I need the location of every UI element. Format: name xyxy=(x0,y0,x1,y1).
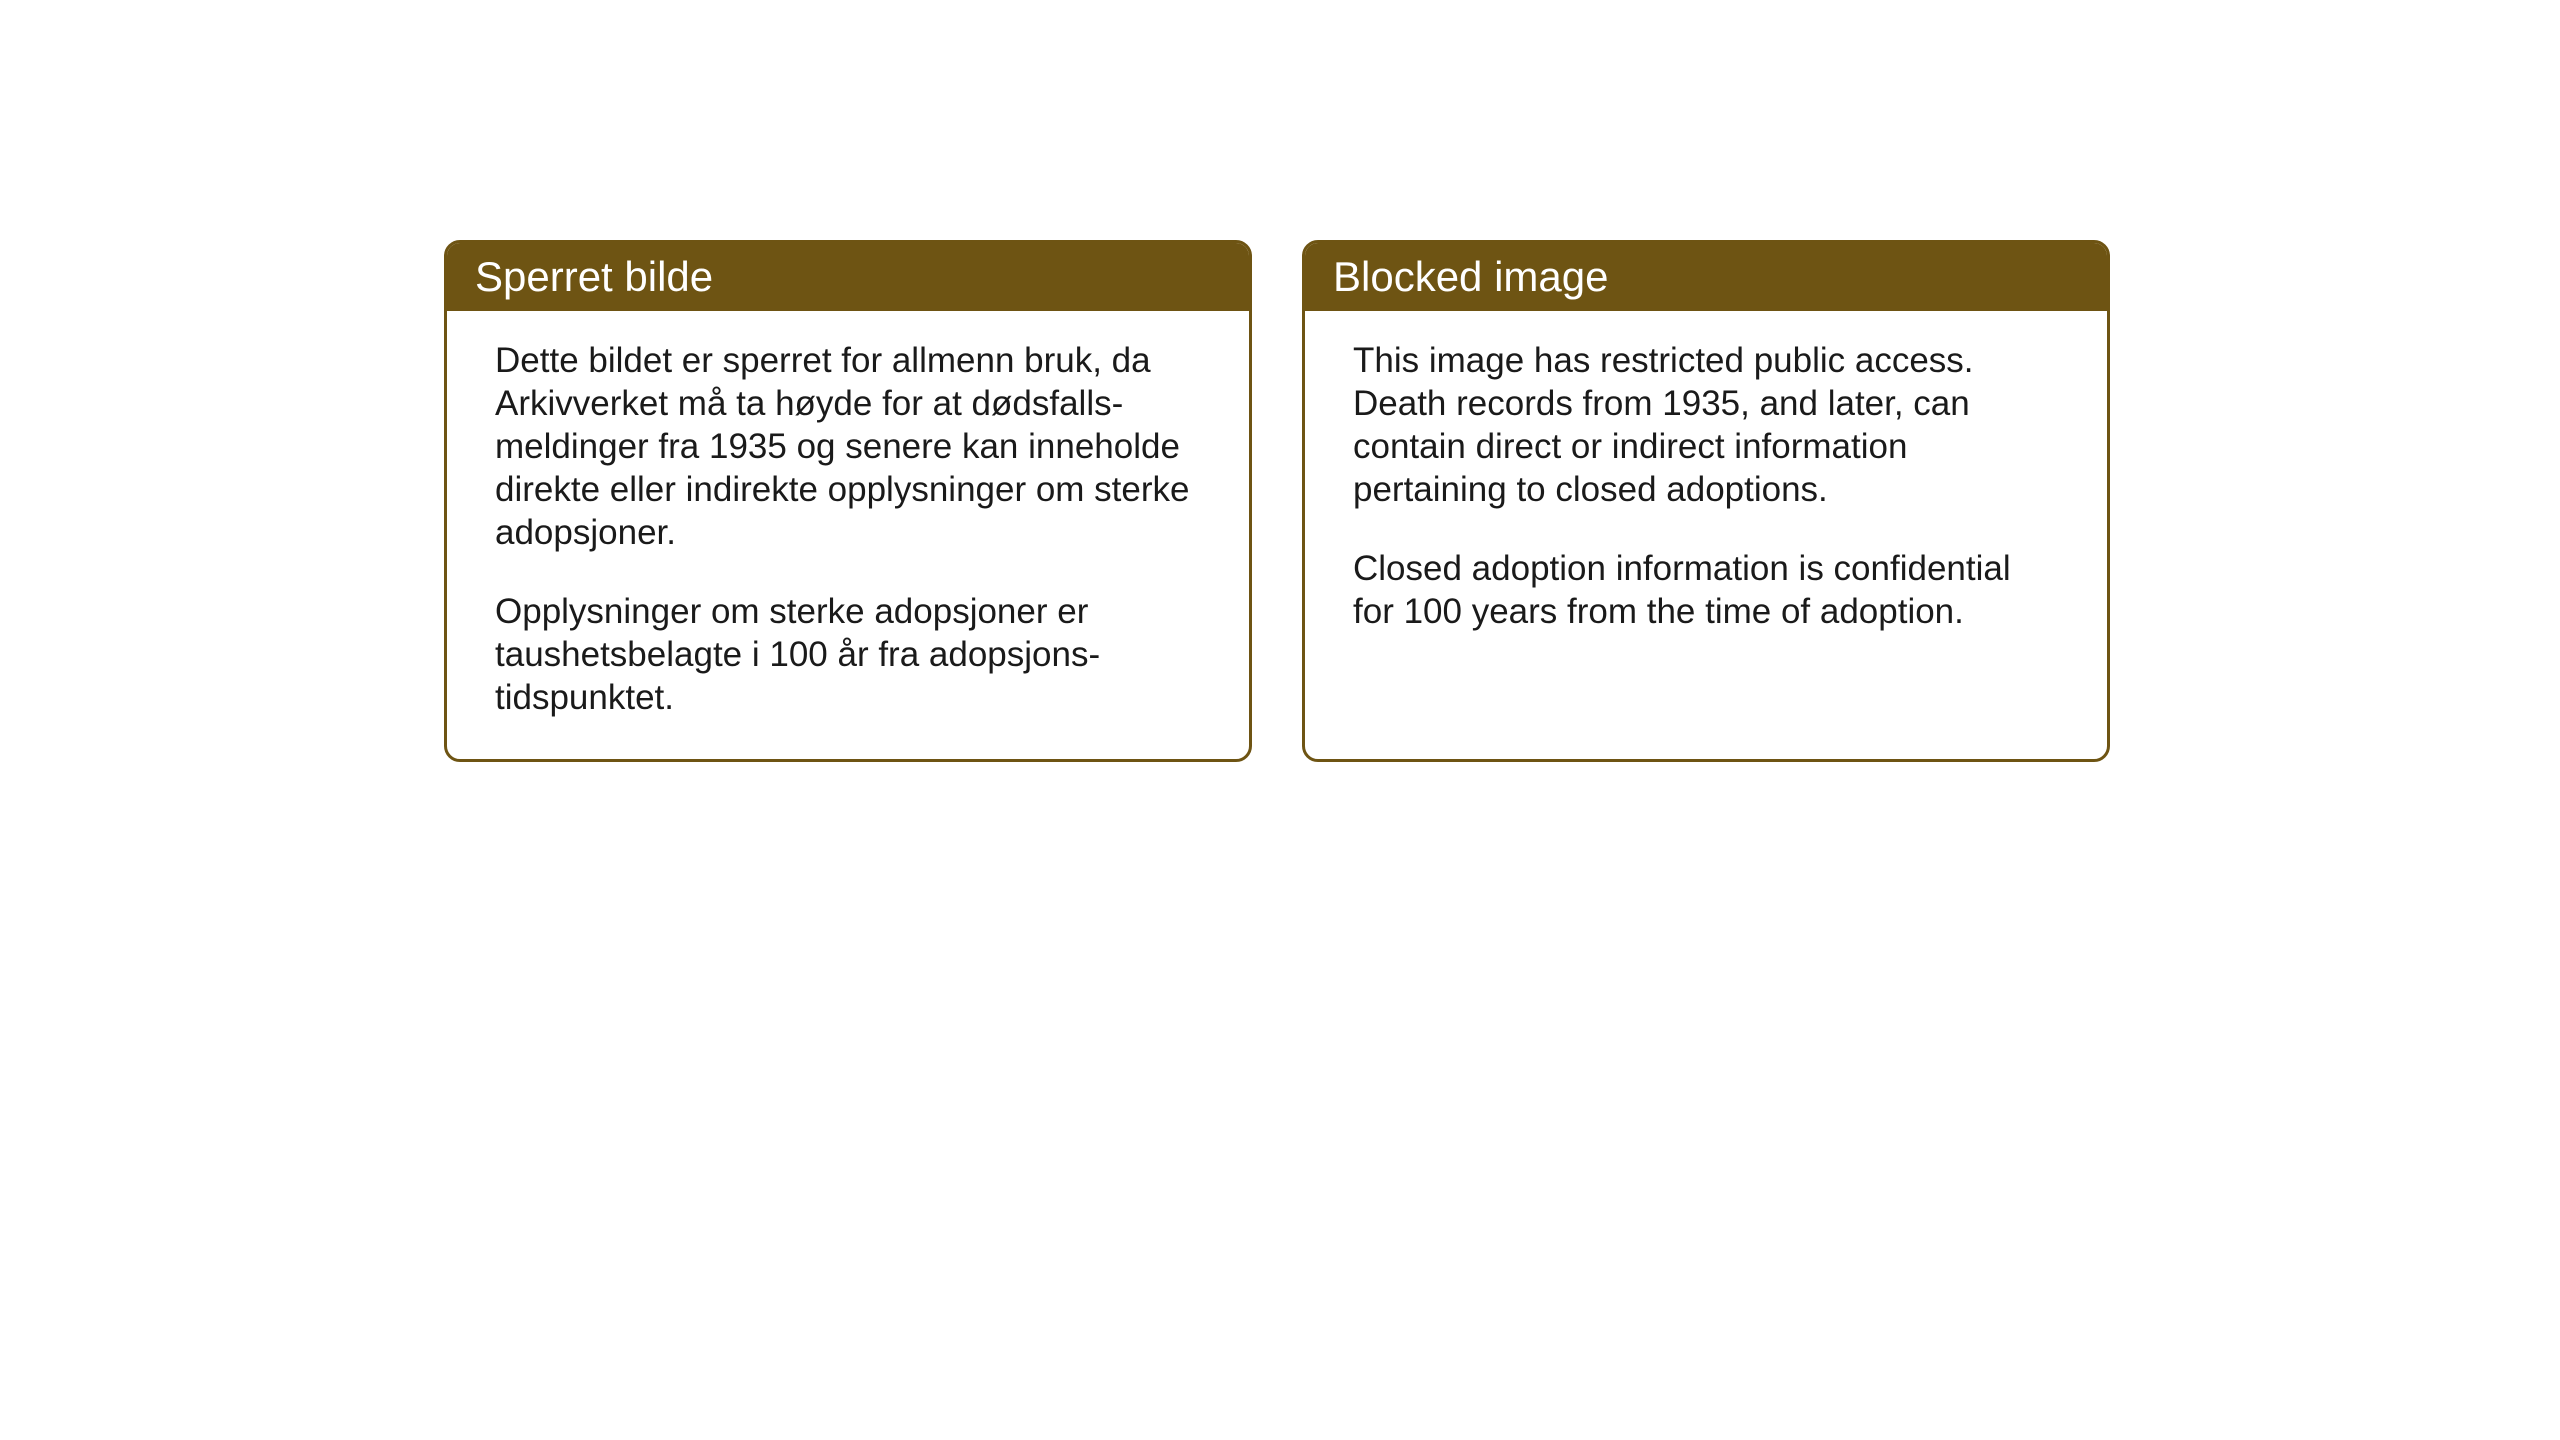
card-body-norwegian: Dette bildet er sperret for allmenn bruk… xyxy=(447,311,1249,759)
card-english: Blocked image This image has restricted … xyxy=(1302,240,2110,762)
card-body-english: This image has restricted public access.… xyxy=(1305,311,2107,673)
card-header-norwegian: Sperret bilde xyxy=(447,243,1249,311)
card-paragraph-1-english: This image has restricted public access.… xyxy=(1353,339,2059,511)
card-paragraph-1-norwegian: Dette bildet er sperret for allmenn bruk… xyxy=(495,339,1201,554)
card-header-english: Blocked image xyxy=(1305,243,2107,311)
card-title-english: Blocked image xyxy=(1333,253,1608,300)
cards-container: Sperret bilde Dette bildet er sperret fo… xyxy=(444,240,2110,762)
card-paragraph-2-norwegian: Opplysninger om sterke adopsjoner er tau… xyxy=(495,590,1201,719)
card-paragraph-2-english: Closed adoption information is confident… xyxy=(1353,547,2059,633)
card-norwegian: Sperret bilde Dette bildet er sperret fo… xyxy=(444,240,1252,762)
card-title-norwegian: Sperret bilde xyxy=(475,253,713,300)
